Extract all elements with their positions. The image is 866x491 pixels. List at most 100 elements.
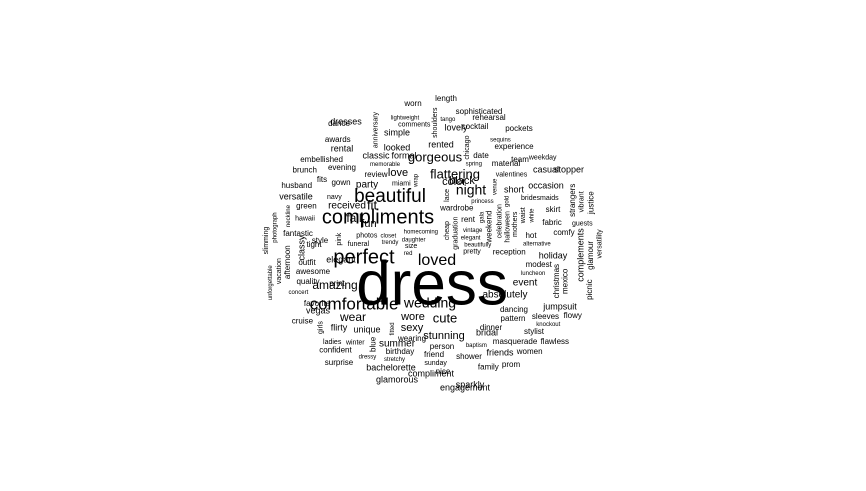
cloud-word: sophisticated (456, 107, 503, 116)
cloud-word: neckline (286, 204, 292, 227)
cloud-word: compliment (408, 368, 455, 378)
cloud-word: length (435, 94, 457, 103)
cloud-word: graduation (452, 217, 459, 250)
cloud-word: stunning (423, 330, 465, 342)
cloud-word: glamour (586, 241, 595, 270)
cloud-word: party (356, 180, 378, 191)
cloud-word: wardrobe (439, 203, 474, 212)
cloud-word: comments (398, 122, 431, 129)
cloud-word: tight (306, 240, 322, 249)
cloud-word: venue (493, 178, 499, 195)
cloud-word: stretchy (384, 357, 405, 363)
cloud-word: stopper (554, 164, 584, 174)
cloud-word: embellished (300, 155, 343, 164)
cloud-word: dress (356, 249, 508, 318)
cloud-word: cheap (444, 221, 451, 240)
cloud-word: casual (533, 164, 559, 174)
cloud-word: stylist (524, 327, 545, 336)
cloud-word: vintage (463, 228, 483, 234)
cloud-word: tango (440, 117, 456, 123)
cloud-word: confident (319, 345, 352, 354)
cloud-word: wrap (413, 173, 419, 188)
cloud-word: chicago (464, 135, 471, 159)
cloud-word: justice (587, 191, 596, 215)
cloud-word: unique (353, 324, 380, 334)
cloud-word: hawaii (295, 216, 315, 223)
cloud-word: pattern (501, 314, 526, 323)
cloud-word: fun (361, 218, 376, 230)
cloud-word: holiday (539, 250, 568, 260)
cloud-word: flattering (430, 166, 480, 181)
cloud-word: sparkly (456, 379, 485, 389)
cloud-word: classic (362, 150, 390, 160)
cloud-word: summer (379, 339, 416, 350)
cloud-word: wedding (403, 295, 456, 311)
cloud-word: strangers (568, 184, 577, 217)
cloud-word: comfortable (310, 294, 399, 313)
cloud-word: lovely (444, 122, 468, 132)
cloud-word: navy (327, 194, 342, 201)
cloud-word: date (473, 151, 489, 160)
cloud-word: spring (466, 162, 482, 168)
cloud-word: husband (281, 181, 312, 190)
cloud-word: green (296, 201, 316, 210)
cloud-word: awards (325, 135, 351, 144)
cloud-word: color (442, 176, 466, 188)
cloud-word: trendy (382, 240, 399, 246)
cloud-word: beautifully (464, 243, 491, 249)
cloud-word: halloween (505, 211, 512, 243)
cloud-word: fitted (390, 322, 396, 335)
cloud-word: compliments (322, 206, 434, 228)
cloud-word: alternative (523, 242, 551, 248)
cloud-word: simple (384, 127, 410, 137)
cloud-word: elegant (461, 235, 481, 241)
cloud-word: bridal (476, 327, 498, 337)
cloud-word: worn (403, 99, 421, 108)
cloud-word: beautiful (354, 186, 426, 207)
cloud-word: perfect (333, 246, 395, 268)
cloud-word: event (513, 278, 538, 289)
cloud-word: pretty (463, 249, 481, 256)
cloud-word: lightweight (391, 116, 420, 122)
cloud-word: flirty (331, 322, 348, 332)
cloud-word: wearing (397, 334, 426, 343)
cloud-word: baptism (466, 343, 487, 349)
cloud-word: christmas (552, 264, 561, 298)
cloud-word: received (328, 201, 366, 212)
cloud-word: gala (480, 211, 486, 223)
cloud-word: fantastic (283, 229, 313, 238)
cloud-word: daughter (402, 237, 426, 243)
cloud-word: flowy (564, 311, 582, 320)
cloud-word: hot (525, 231, 537, 240)
cloud-word: awesome (296, 267, 331, 276)
cloud-word: pockets (505, 124, 533, 133)
cloud-word: vacation (276, 258, 283, 284)
cloud-word: occasion (528, 180, 564, 190)
cloud-word: wore (400, 311, 425, 323)
cloud-word: engagement (440, 382, 491, 392)
cloud-word: shoulders (432, 107, 439, 138)
cloud-word: princess (471, 199, 493, 205)
cloud-word: evening (328, 163, 356, 172)
cloud-word: flawless (541, 337, 569, 346)
cloud-word: sleeves (532, 312, 559, 321)
cloud-word: shower (456, 352, 482, 361)
cloud-word: black (449, 175, 475, 187)
cloud-word: formal (391, 150, 416, 160)
cloud-word: dancing (500, 305, 528, 314)
cloud-word: review (364, 170, 387, 179)
cloud-word: memorable (370, 162, 401, 168)
cloud-word: rehearsal (472, 113, 506, 122)
cloud-word: size (405, 243, 418, 250)
cloud-word: birthday (386, 347, 414, 356)
cloud-word: photos (356, 233, 378, 240)
cloud-word: dinner (480, 323, 503, 332)
cloud-word: sunday (424, 360, 447, 367)
cloud-word: dresses (330, 116, 362, 126)
cloud-word: weekend (484, 211, 493, 244)
cloud-word: night (456, 182, 486, 198)
cloud-word: cruise (292, 316, 314, 325)
cloud-word: comfy (553, 228, 574, 237)
cloud-word: vegas (306, 305, 331, 315)
